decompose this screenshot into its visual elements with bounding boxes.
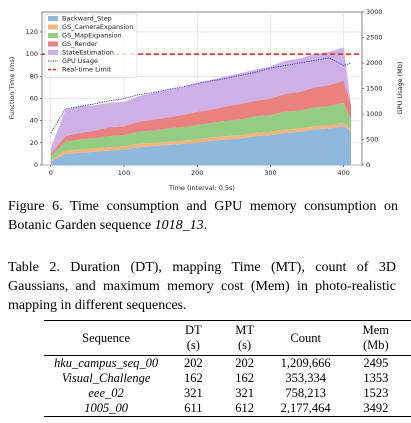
table-row: 1005_00 611 612 2,177,464 3492 (44, 401, 411, 417)
header-cell: MT (s) (218, 320, 271, 356)
x-tick-label: 400 (337, 169, 349, 177)
legend-label: GS_MapExpansion (62, 32, 122, 40)
area (50, 80, 352, 157)
table-cell: 2495 (363, 356, 389, 370)
table-cell: 3492 (340, 401, 411, 417)
y-tick-label: 100 (26, 50, 38, 58)
y2-axis-label: GPU Usage (Mb) (396, 62, 404, 115)
y2-tick-label: 1000 (366, 110, 383, 118)
table-cell: Visual_Challenge (61, 371, 151, 385)
y2-tick-label: 1500 (366, 85, 383, 93)
y-tick-label: 0 (34, 161, 38, 169)
legend-swatch (48, 50, 58, 55)
x-tick-label: 200 (191, 169, 203, 177)
table-cell: 611 (168, 401, 219, 417)
legend-swatch (48, 41, 58, 47)
legend-label: GPU Usage (62, 57, 98, 65)
x-axis-label: Time (Interval: 0.5s) (168, 184, 235, 192)
table-cell: 202 (183, 356, 203, 370)
y2-tick-label: 3000 (366, 8, 383, 16)
caption-text: Figure 6. Time consumption and GPU memor… (8, 199, 398, 233)
area (50, 126, 352, 165)
legend-label: GS_CameraExpansion (62, 23, 133, 31)
y-tick-label: 80 (30, 72, 38, 80)
table-cell: 758,213 (285, 386, 326, 400)
table-cell: 1353 (363, 371, 389, 385)
table-cell: 1,209,666 (280, 356, 331, 370)
table-cell: 353,334 (285, 371, 326, 385)
table-caption: Table 2. Duration (DT), mapping Time (MT… (8, 260, 396, 313)
x-tick-label: 100 (118, 169, 130, 177)
legend-label: StateEstimation (62, 49, 114, 57)
caption-sequence: 1018_13 (154, 218, 204, 233)
caption-end: . (203, 218, 208, 233)
y2-tick-label: 0 (366, 161, 370, 169)
y-axis-label: Function Time (ms) (8, 57, 16, 119)
header-cell: Mem (Mb) (340, 320, 411, 356)
table-row: eee_02 321 321 758,213 1523 (44, 386, 411, 401)
area (50, 122, 352, 162)
table-cell: 1523 (363, 386, 389, 400)
y-tick-label: 120 (26, 28, 38, 36)
y2-tick-label: 2500 (366, 34, 383, 42)
table-cell: 1005_00 (44, 401, 169, 417)
table-cell: eee_02 (88, 386, 124, 400)
area (50, 102, 352, 161)
legend-box (44, 13, 138, 78)
x-tick-label: 300 (264, 169, 276, 177)
table-cell: 202 (235, 356, 254, 370)
area (50, 47, 352, 154)
y2-tick-label: 500 (366, 136, 378, 144)
table-cell: 612 (218, 401, 271, 417)
x-tick-label: 0 (49, 169, 53, 177)
y-tick-label: 40 (30, 117, 38, 125)
gpu-line (50, 57, 352, 134)
legend-swatch (48, 16, 58, 21)
legend-swatch (48, 33, 58, 38)
table-cell: 321 (183, 386, 203, 400)
table-cell: 2,177,464 (270, 401, 341, 417)
legend-label: Real-time Limit (62, 66, 112, 74)
table-cell: hku_campus_seq_00 (54, 356, 159, 370)
table-cell: 321 (235, 386, 254, 400)
y2-tick-label: 2000 (366, 59, 383, 67)
legend-label: GS_Render (62, 40, 98, 48)
legend-label: Backward_Step (62, 15, 112, 23)
header-cell: Count (270, 320, 341, 356)
header-cell: DT (s) (168, 320, 219, 356)
table: Sequence DT (s) MT (s) Count Mem (Mb) hku_cam… (44, 320, 411, 417)
y-tick-label: 60 (30, 94, 38, 102)
figure-caption: Figure 6. Time consumption and GPU memor… (8, 197, 398, 235)
table-row: Visual_Challenge 162 162 353,334 1353 (44, 371, 411, 386)
table-cell: 162 (235, 371, 254, 385)
legend-swatch (48, 24, 58, 30)
chart: Time (Interval: 0.5s) Function Time (ms)… (8, 8, 404, 192)
header-row: Sequence DT (s) MT (s) Count Mem (Mb) (44, 320, 411, 356)
table-row: hku_campus_seq_00 202 202 1,209,666 2495 (44, 356, 411, 372)
table-cell: 162 (183, 371, 203, 385)
header-cell: Sequence (44, 320, 169, 356)
y-tick-label: 20 (30, 139, 38, 147)
